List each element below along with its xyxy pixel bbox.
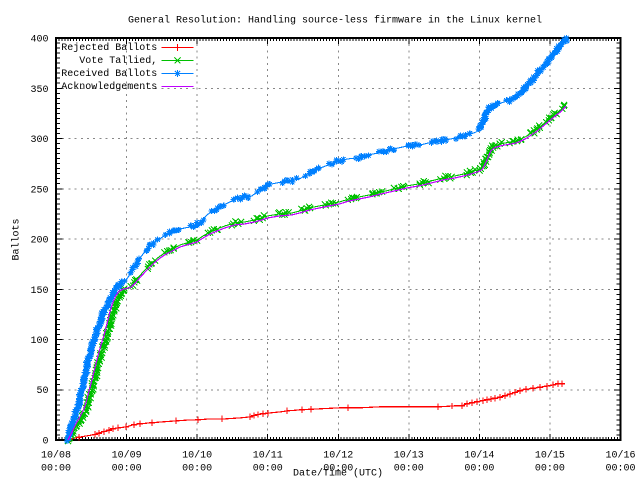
svg-text:300: 300 xyxy=(30,135,48,146)
svg-text:10/16: 10/16 xyxy=(605,449,635,461)
svg-text:10/14: 10/14 xyxy=(464,449,494,461)
svg-text:150: 150 xyxy=(30,286,48,297)
svg-text:10/13: 10/13 xyxy=(394,449,424,461)
svg-text:00:00: 00:00 xyxy=(323,464,353,475)
svg-text:0: 0 xyxy=(42,437,48,448)
svg-text:00:00: 00:00 xyxy=(464,464,494,475)
svg-text:50: 50 xyxy=(36,386,48,397)
svg-text:100: 100 xyxy=(30,336,48,347)
svg-text:200: 200 xyxy=(30,236,48,247)
svg-text:10/08: 10/08 xyxy=(41,449,71,461)
svg-text:10/11: 10/11 xyxy=(253,449,283,461)
svg-text:10/12: 10/12 xyxy=(323,449,353,461)
svg-text:00:00: 00:00 xyxy=(112,464,142,475)
svg-text:250: 250 xyxy=(30,185,48,196)
svg-text:Acknowledgements: Acknowledgements xyxy=(61,81,157,93)
svg-text:00:00: 00:00 xyxy=(605,464,635,475)
svg-text:General Resolution: Handling s: General Resolution: Handling source-less… xyxy=(128,15,542,27)
svg-text:350: 350 xyxy=(30,85,48,96)
svg-text:10/15: 10/15 xyxy=(535,449,565,461)
svg-text:00:00: 00:00 xyxy=(253,464,283,475)
svg-text:00:00: 00:00 xyxy=(535,464,565,475)
svg-text:Rejected Ballots: Rejected Ballots xyxy=(61,42,157,54)
svg-text:10/09: 10/09 xyxy=(112,449,142,461)
svg-text:Received Ballots: Received Ballots xyxy=(61,68,157,80)
svg-text:Ballots: Ballots xyxy=(11,218,23,260)
svg-text:400: 400 xyxy=(30,35,48,46)
svg-text:00:00: 00:00 xyxy=(394,464,424,475)
svg-text:Date/Time (UTC): Date/Time (UTC) xyxy=(293,468,383,480)
svg-text:Vote Tallied,: Vote Tallied, xyxy=(79,55,157,67)
svg-text:10/10: 10/10 xyxy=(182,449,212,461)
svg-text:00:00: 00:00 xyxy=(182,464,212,475)
svg-text:00:00: 00:00 xyxy=(41,464,71,475)
